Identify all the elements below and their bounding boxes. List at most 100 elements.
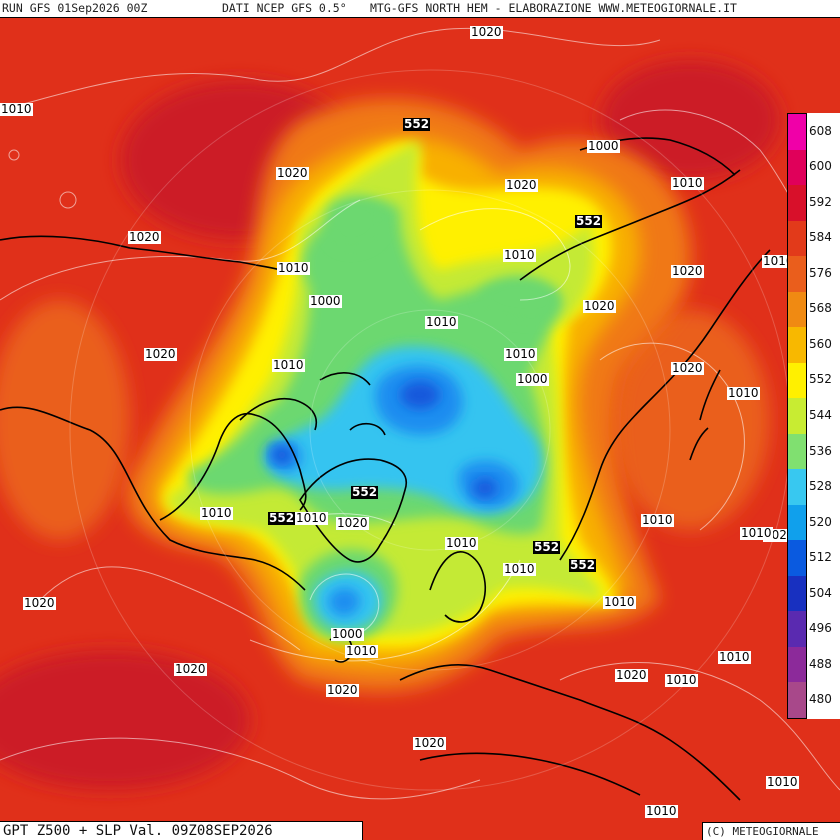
color-scale-level: 496 bbox=[809, 621, 832, 636]
color-scale-bar bbox=[787, 113, 807, 719]
gpt-label: 552 bbox=[403, 117, 431, 131]
slp-label: 1020 bbox=[174, 662, 207, 676]
slp-label: 1010 bbox=[645, 804, 678, 818]
color-scale-level: 560 bbox=[809, 336, 832, 351]
slp-label: 1000 bbox=[516, 372, 549, 386]
color-scale-level: 576 bbox=[809, 265, 832, 280]
gpt-label: 552 bbox=[533, 540, 561, 554]
slp-label: 1010 bbox=[445, 536, 478, 550]
run-label: RUN GFS 01Sep2026 00Z bbox=[2, 1, 148, 15]
color-scale-level: 544 bbox=[809, 408, 832, 422]
slp-label: 1020 bbox=[671, 361, 704, 375]
color-scale-swatch bbox=[788, 256, 806, 293]
color-scale-level: 568 bbox=[809, 301, 832, 316]
slp-label: 1010 bbox=[671, 176, 704, 190]
color-scale-level: 584 bbox=[809, 230, 832, 245]
gpt-label: 552 bbox=[351, 485, 379, 499]
color-scale-swatch bbox=[788, 185, 806, 222]
color-scale-swatch bbox=[788, 398, 806, 435]
slp-label: 1010 bbox=[718, 650, 751, 664]
slp-label: 1020 bbox=[276, 166, 309, 180]
arctic-islands bbox=[239, 372, 386, 436]
slp-label: 1010 bbox=[727, 386, 760, 400]
color-scale-level: 512 bbox=[809, 550, 832, 565]
slp-label: 1020 bbox=[671, 264, 704, 278]
europe-coast bbox=[399, 664, 741, 801]
asia-coast bbox=[559, 249, 771, 561]
color-scale-swatch bbox=[788, 646, 806, 683]
slp-label: 1010 bbox=[504, 347, 537, 361]
header-bar: RUN GFS 01Sep2026 00Z DATI NCEP GFS 0.5°… bbox=[0, 0, 840, 18]
color-scale-level: 600 bbox=[809, 159, 832, 174]
japan-coast bbox=[689, 369, 721, 461]
slp-label: 1010 bbox=[425, 315, 458, 329]
slp-label: 1020 bbox=[583, 299, 616, 313]
siberia-coast bbox=[519, 169, 741, 281]
color-scale-swatch bbox=[788, 575, 806, 612]
slp-label: 1020 bbox=[144, 347, 177, 361]
color-scale-swatch bbox=[788, 682, 806, 719]
color-scale-swatch bbox=[788, 469, 806, 506]
copyright-label: (C) METEOGIORNALE bbox=[706, 825, 819, 838]
color-scale-swatch bbox=[788, 433, 806, 470]
color-scale-level: 592 bbox=[809, 194, 832, 209]
footer-bar: GPT Z500 + SLP Val. 09Z08SEP2026 bbox=[0, 821, 363, 840]
greenland-coast bbox=[299, 458, 407, 563]
slp-label: 1010 bbox=[603, 595, 636, 609]
slp-label: 1020 bbox=[23, 596, 56, 610]
color-scale-level: 480 bbox=[809, 692, 832, 707]
color-scale-swatch bbox=[788, 149, 806, 186]
color-scale-level: 536 bbox=[809, 443, 832, 458]
color-scale-level: 488 bbox=[809, 656, 832, 671]
color-scale-swatch bbox=[788, 362, 806, 399]
color-scale-legend: 608 600 592 584 576 568 560 552 544 536 528 520 512 5… bbox=[787, 113, 840, 719]
color-scale-swatch bbox=[788, 220, 806, 257]
slp-label: 1000 bbox=[331, 627, 364, 641]
color-scale-swatch bbox=[788, 611, 806, 648]
slp-label: 1010 bbox=[345, 644, 378, 658]
source-label: DATI NCEP GFS 0.5° bbox=[222, 1, 347, 15]
slp-label: 1000 bbox=[587, 139, 620, 153]
slp-label: 1000 bbox=[309, 294, 342, 308]
hudson-coast bbox=[159, 413, 307, 521]
scandinavia-coast bbox=[429, 551, 486, 623]
slp-label: 1020 bbox=[128, 230, 161, 244]
domain-label: MTG-GFS NORTH HEM - ELABORAZIONE WWW.MET… bbox=[370, 1, 737, 15]
slp-label: 1010 bbox=[0, 102, 33, 116]
slp-label: 1010 bbox=[200, 506, 233, 520]
gpt-label: 552 bbox=[268, 511, 296, 525]
navy-core-east bbox=[473, 478, 497, 498]
green-north-band bbox=[325, 196, 386, 250]
slp-label: 1010 bbox=[503, 562, 536, 576]
gpt-label: 552 bbox=[569, 558, 597, 572]
slp-label: 1010 bbox=[762, 254, 795, 268]
navy-core bbox=[400, 381, 440, 409]
color-scale-level: 504 bbox=[809, 585, 832, 600]
color-scale-level: 552 bbox=[809, 372, 832, 387]
gpt-label: 552 bbox=[575, 214, 603, 228]
slp-label: 1020 bbox=[505, 178, 538, 192]
slp-label: 1010 bbox=[277, 261, 310, 275]
slp-label: 1020 bbox=[413, 736, 446, 750]
mediterranean-coast bbox=[419, 752, 641, 796]
slp-label: 1010 bbox=[766, 775, 799, 789]
color-scale-swatch bbox=[788, 504, 806, 541]
color-scale-swatch bbox=[788, 114, 806, 151]
color-scale-level: 520 bbox=[809, 514, 832, 529]
north-america-coast bbox=[0, 235, 306, 591]
color-scale-swatch bbox=[788, 327, 806, 364]
slp-label: 1020 bbox=[326, 683, 359, 697]
color-scale-level: 528 bbox=[809, 479, 832, 494]
green-east-band bbox=[479, 276, 561, 322]
color-scale-swatch bbox=[788, 540, 806, 577]
slp-label: 1010 bbox=[665, 673, 698, 687]
blue-core-south bbox=[328, 587, 361, 617]
slp-label: 1010 bbox=[740, 526, 773, 540]
slp-label: 1010 bbox=[641, 513, 674, 527]
coastlines bbox=[0, 137, 771, 801]
copyright-box: (C) METEOGIORNALE bbox=[702, 822, 840, 840]
slp-label: 1010 bbox=[295, 511, 328, 525]
navy-core-west bbox=[272, 446, 292, 464]
slp-label: 1020 bbox=[470, 25, 503, 39]
